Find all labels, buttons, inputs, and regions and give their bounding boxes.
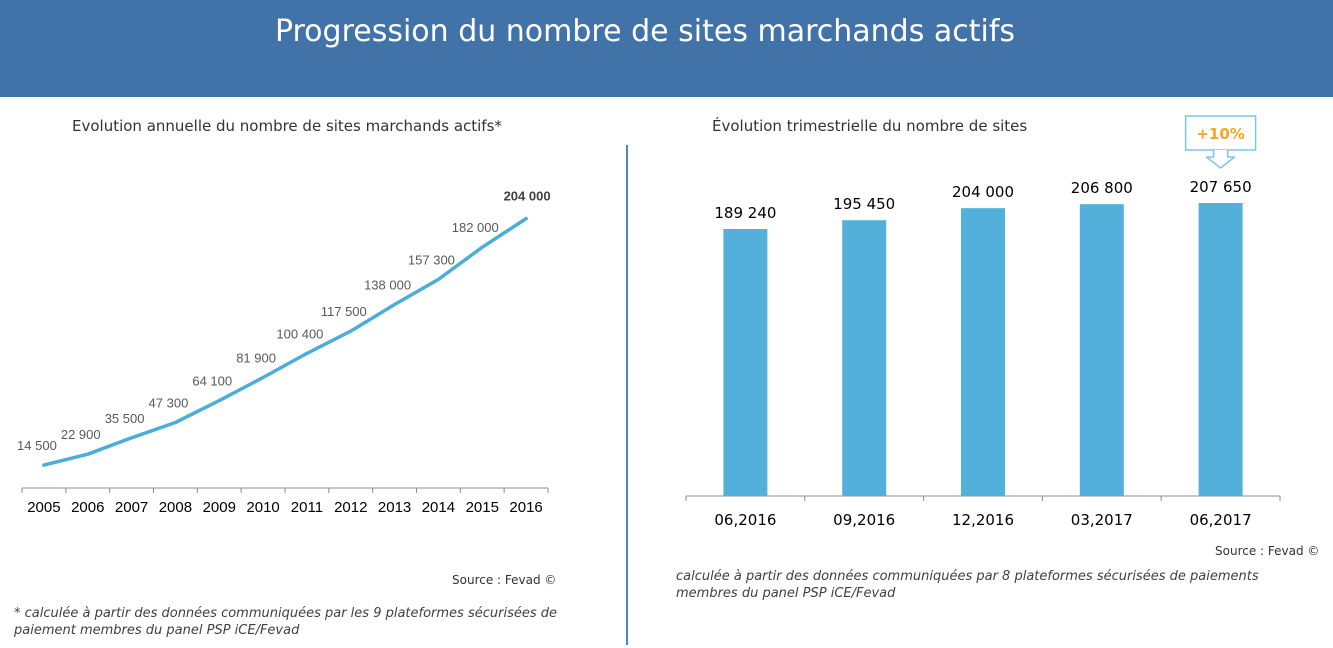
bar-chart-bar bbox=[842, 220, 887, 496]
line-chart-data-label: 117 500 bbox=[321, 304, 367, 319]
page-title: Progression du nombre de sites marchands… bbox=[274, 14, 1016, 49]
bar-chart-footnote: calculée à partir des données communiqué… bbox=[676, 569, 1259, 601]
growth-badge-arrow bbox=[1205, 150, 1236, 169]
line-chart-data-label: 204 000 bbox=[504, 189, 551, 204]
line-chart-x-tick-label: 2005 bbox=[27, 499, 60, 516]
bar-chart-x-tick-label: 06,2017 bbox=[1190, 511, 1252, 529]
line-chart-series-line bbox=[42, 216, 528, 467]
bar-chart-data-label: 206 800 bbox=[1071, 179, 1133, 197]
bar-chart-bar bbox=[1198, 203, 1243, 496]
header-banner: Progression du nombre de sites marchands… bbox=[0, 0, 1333, 97]
bar-chart-x-tick-label: 12,2016 bbox=[952, 511, 1014, 529]
bar-chart-data-label: 207 650 bbox=[1190, 178, 1252, 196]
line-chart-x-tick-label: 2013 bbox=[378, 499, 411, 516]
line-chart-source: Source : Fevad © bbox=[452, 573, 557, 587]
line-chart-data-label: 157 300 bbox=[408, 252, 455, 267]
growth-badge-box bbox=[1184, 115, 1257, 151]
line-chart-data-label: 64 100 bbox=[192, 374, 232, 389]
bar-chart-bar bbox=[1079, 204, 1124, 496]
line-chart-data-label: 100 400 bbox=[276, 326, 323, 341]
line-chart-data-label: 47 300 bbox=[149, 395, 189, 410]
bar-chart-data-label: 195 450 bbox=[833, 195, 895, 213]
bar-chart-x-tick-label: 06,2016 bbox=[714, 511, 776, 529]
line-chart-x-tick-label: 2007 bbox=[115, 499, 148, 516]
line-chart-x-tick-label: 2014 bbox=[422, 499, 455, 516]
line-chart-data-label: 138 000 bbox=[364, 277, 411, 292]
line-chart-data-label: 14 500 bbox=[17, 438, 57, 453]
line-chart-data-label: 22 900 bbox=[61, 427, 101, 442]
line-chart-x-tick-label: 2009 bbox=[203, 499, 236, 516]
line-chart-x-tick-label: 2010 bbox=[246, 499, 279, 516]
line-chart-x-tick-label: 2015 bbox=[466, 499, 499, 516]
bar-chart-bar bbox=[961, 208, 1005, 496]
bar-chart-x-tick-label: 03,2017 bbox=[1071, 511, 1133, 529]
panel-divider bbox=[626, 145, 628, 645]
line-chart-title: Evolution annuelle du nombre de sites ma… bbox=[72, 117, 502, 135]
line-chart-data-label: 35 500 bbox=[105, 411, 145, 426]
line-chart-x-tick-label: 2011 bbox=[291, 499, 323, 516]
growth-badge-label: +10% bbox=[1196, 125, 1244, 143]
bar-chart-data-label: 204 000 bbox=[952, 183, 1014, 201]
line-chart-x-tick-label: 2012 bbox=[334, 499, 367, 516]
bar-chart-source: Source : Fevad © bbox=[1215, 544, 1320, 558]
line-chart-footnote: * calculée à partir des données communiq… bbox=[14, 606, 558, 638]
bar-chart-x-tick-label: 09,2016 bbox=[833, 511, 895, 529]
bar-chart-bar bbox=[723, 228, 768, 496]
line-chart-x-tick-label: 2006 bbox=[71, 499, 104, 516]
line-chart-data-label: 81 900 bbox=[236, 350, 276, 365]
line-chart-data-label: 182 000 bbox=[452, 220, 499, 235]
line-chart-x-tick-label: 2016 bbox=[509, 499, 542, 516]
bar-chart-data-label: 189 240 bbox=[714, 204, 776, 222]
line-chart-x-tick-label: 2008 bbox=[159, 499, 192, 516]
bar-chart-title: Évolution trimestrielle du nombre de sit… bbox=[712, 117, 1028, 135]
